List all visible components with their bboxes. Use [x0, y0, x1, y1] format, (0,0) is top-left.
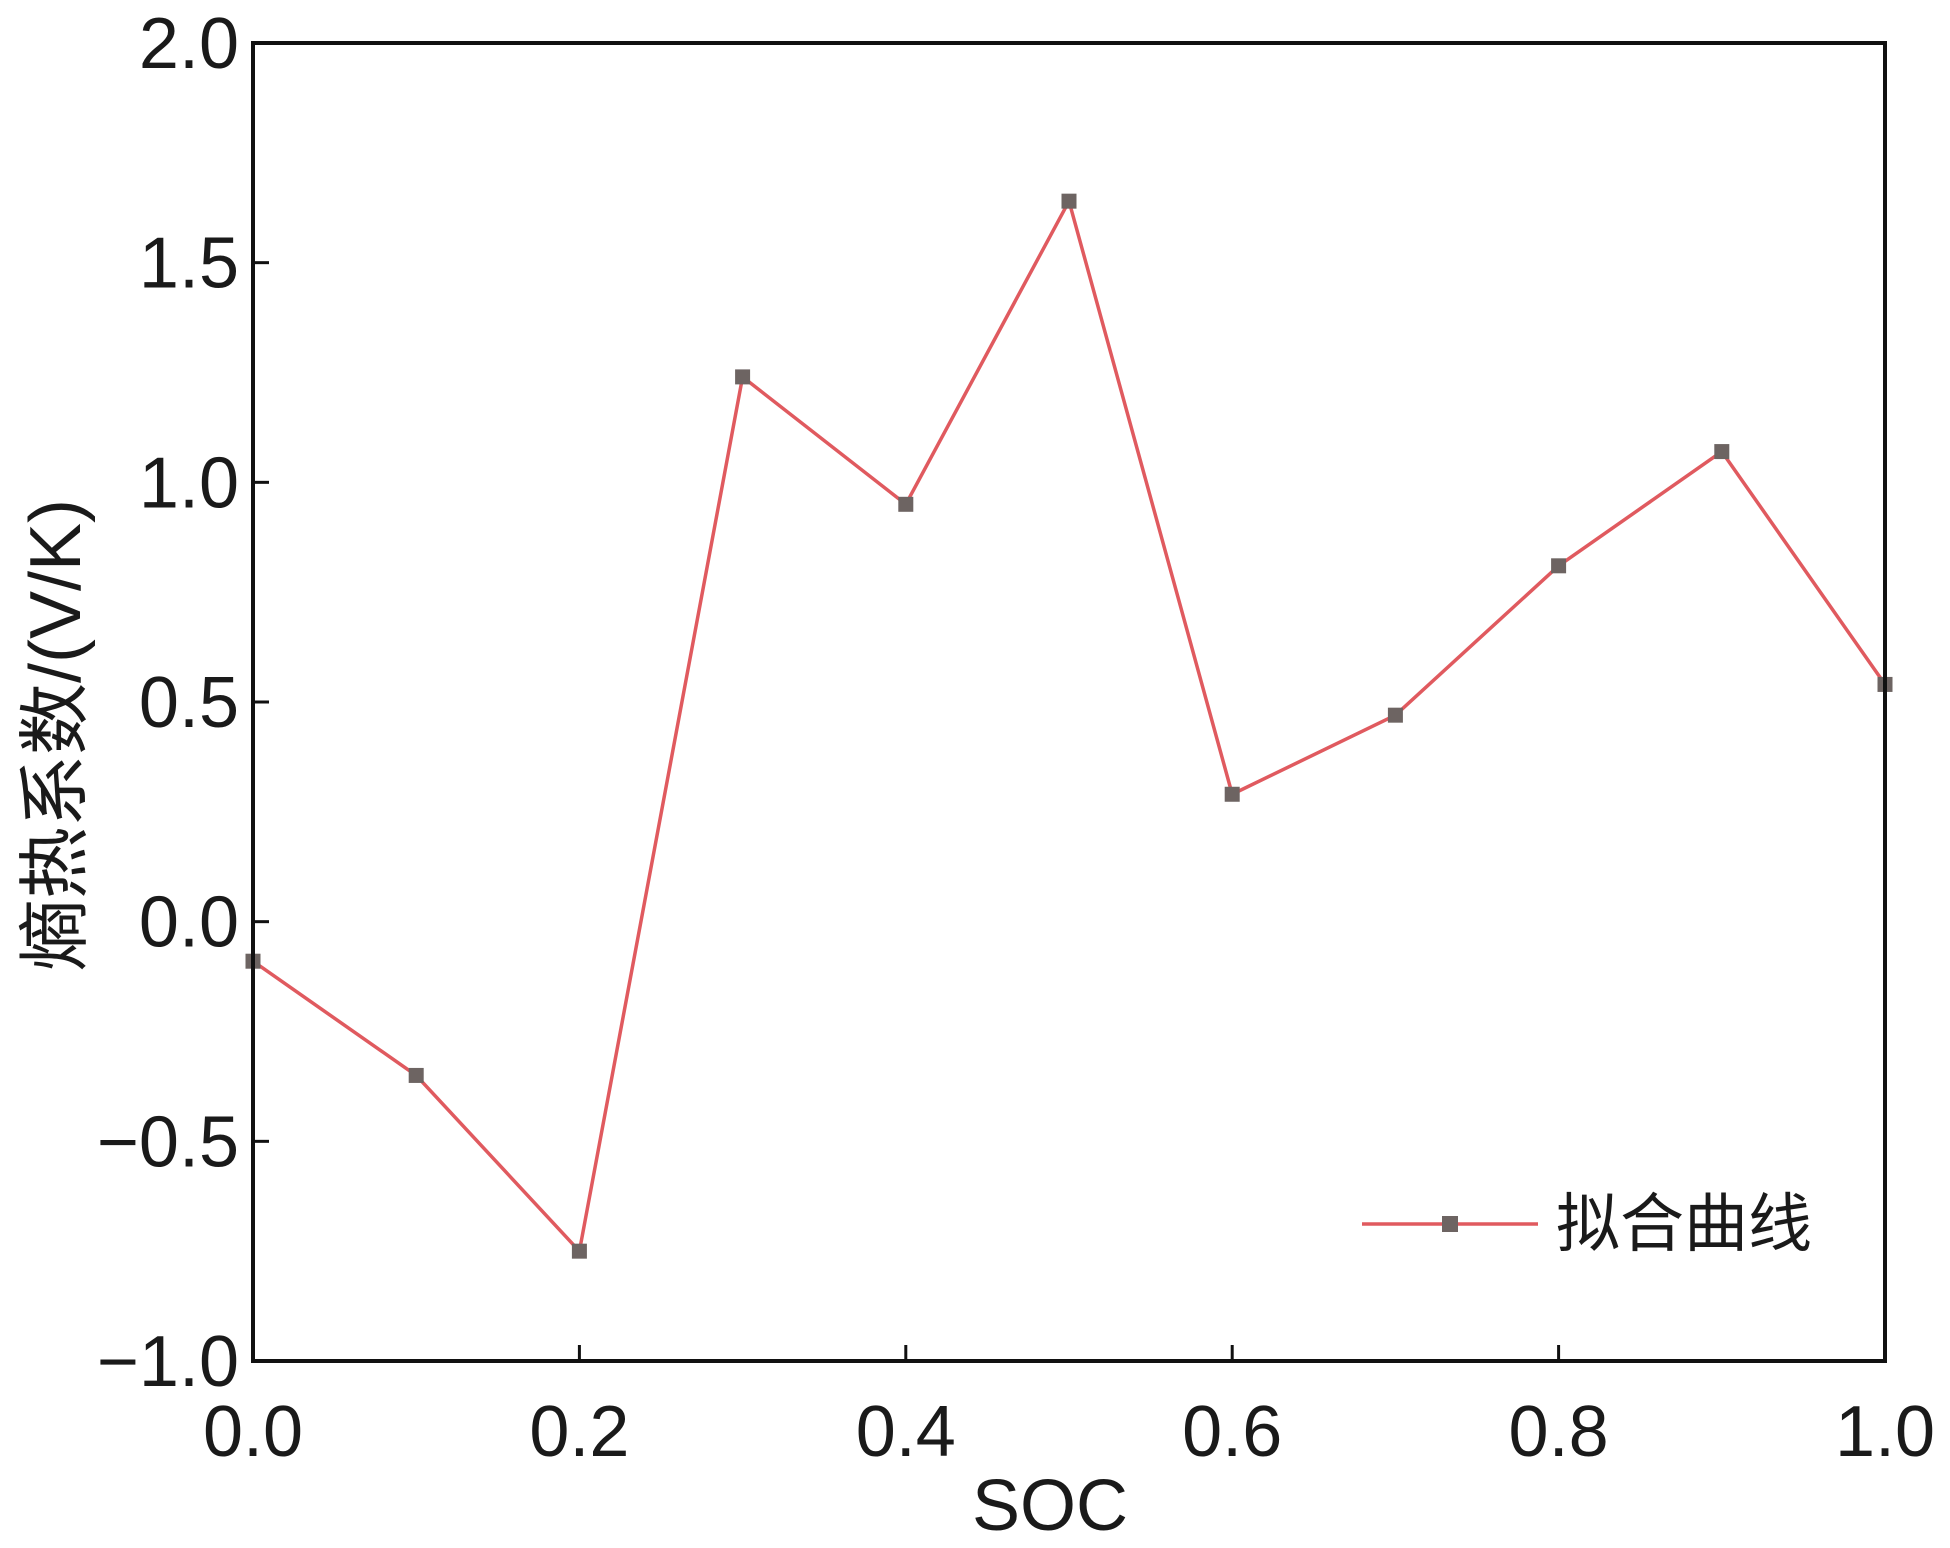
data-point — [571, 1243, 587, 1259]
tick-layer: 0.0 0.2 0.4 0.6 0.8 1.0 −1.0 −0.5 0.0 0.5 1.0 1.5 2.… — [97, 4, 1935, 1472]
data-point — [1224, 786, 1240, 802]
y-tick-label: −0.5 — [97, 1102, 239, 1182]
x-tick-label: 0.6 — [1182, 1392, 1282, 1472]
data-point — [1387, 707, 1403, 723]
data-point — [1061, 193, 1077, 209]
data-point — [898, 496, 914, 512]
y-tick-label: 1.5 — [139, 224, 239, 304]
x-tick-label: 0.4 — [856, 1392, 956, 1472]
y-axis-title: 熵热系数/(V/K) — [16, 499, 96, 971]
data-point — [735, 369, 751, 385]
y-tick-label: 2.0 — [139, 4, 239, 84]
x-tick-label: 0.2 — [529, 1392, 629, 1472]
plot-layer — [245, 193, 1893, 1259]
data-point — [1551, 558, 1567, 574]
data-point — [1714, 444, 1730, 460]
x-tick-label: 0.0 — [203, 1392, 303, 1472]
y-tick-label: 0.5 — [139, 663, 239, 743]
y-tick-label: 1.0 — [139, 443, 239, 523]
y-tick-label: −1.0 — [97, 1322, 239, 1402]
x-tick-label: 0.8 — [1509, 1392, 1609, 1472]
legend: 拟合曲线 — [1362, 1188, 1812, 1262]
series-line — [251, 199, 1887, 1253]
y-tick-label: 0.0 — [139, 883, 239, 963]
x-axis-title: SOC — [972, 1466, 1128, 1546]
data-point — [408, 1067, 424, 1083]
x-tick-label: 1.0 — [1835, 1392, 1935, 1472]
legend-marker — [1442, 1216, 1458, 1232]
legend-label: 拟合曲线 — [1556, 1188, 1812, 1262]
